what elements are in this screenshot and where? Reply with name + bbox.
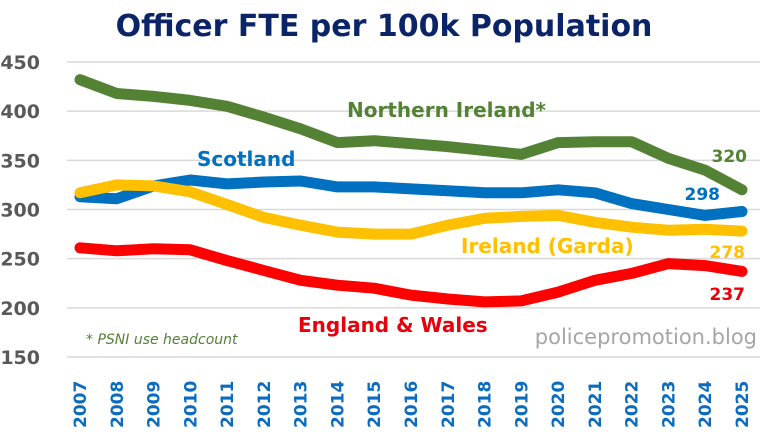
series-label-ireland-garda: Ireland (Garda) — [461, 234, 634, 258]
y-tick-label: 150 — [0, 347, 40, 369]
chart-title: Officer FTE per 100k Population — [116, 9, 653, 44]
gridlines — [67, 61, 760, 358]
footnote: * PSNI use headcount — [86, 332, 238, 348]
series-line-england-wales — [74, 242, 748, 308]
x-tick-label: 2018 — [476, 381, 496, 428]
y-tick-label: 200 — [0, 298, 40, 320]
x-tick-label: 2009 — [145, 381, 165, 428]
watermark: policepromotion.blog — [535, 325, 757, 349]
y-tick-label: 450 — [0, 52, 40, 74]
x-tick-label: 2015 — [365, 381, 385, 428]
x-tick-label: 2023 — [659, 381, 679, 428]
x-tick-label: 2012 — [255, 381, 275, 428]
x-tick-label: 2007 — [71, 381, 91, 428]
x-tick-label: 2011 — [218, 381, 238, 428]
x-tick-label: 2020 — [549, 381, 569, 428]
y-tick-label: 300 — [0, 200, 40, 222]
series-lines — [74, 74, 748, 308]
series-label-scotland: Scotland — [197, 147, 295, 171]
end-label-scotland: 298 — [685, 185, 721, 205]
end-label-england-wales: 237 — [710, 285, 746, 305]
y-tick-label: 350 — [0, 150, 40, 172]
end-label-ireland-garda: 278 — [710, 243, 746, 263]
y-tick-label: 400 — [0, 101, 40, 123]
end-label-northern-ireland: 320 — [712, 147, 748, 167]
series-line-northern-ireland — [74, 74, 748, 196]
series-label-northern-ireland: Northern Ireland* — [347, 98, 547, 122]
x-tick-label: 2014 — [328, 381, 348, 428]
series-label-england-wales: England & Wales — [298, 313, 488, 337]
y-axis-ticks: 450 400 350 300 250 200 150 — [0, 52, 40, 369]
x-tick-label: 2019 — [512, 381, 532, 428]
x-tick-label: 2008 — [108, 381, 128, 428]
x-axis-ticks: 2007 2008 2009 2010 2011 2012 2013 2014 2015 2016… — [71, 381, 753, 428]
x-tick-label: 2016 — [402, 381, 422, 428]
x-tick-label: 2025 — [733, 381, 753, 428]
x-tick-label: 2024 — [696, 381, 716, 428]
y-tick-label: 250 — [0, 249, 40, 271]
x-tick-label: 2010 — [181, 381, 201, 428]
x-tick-label: 2022 — [623, 381, 643, 428]
x-tick-label: 2017 — [439, 381, 459, 428]
x-tick-label: 2013 — [292, 381, 312, 428]
x-tick-label: 2021 — [586, 381, 606, 428]
